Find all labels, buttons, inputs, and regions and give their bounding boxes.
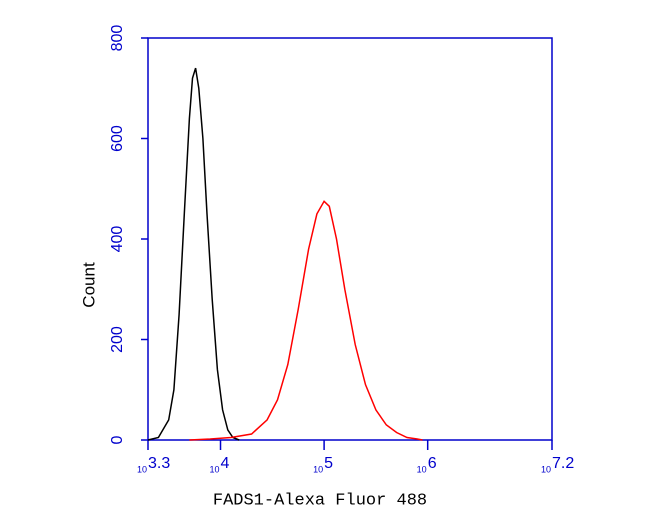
x-axis-label: FADS1-Alexa Fluor 488 xyxy=(213,491,427,510)
x-tick-exponent: 5 xyxy=(324,455,333,472)
x-tick-base: 10 xyxy=(313,464,323,474)
x-tick-exponent: 7.2 xyxy=(552,455,574,472)
x-tick-exponent: 4 xyxy=(221,455,230,472)
x-tick-base: 10 xyxy=(541,464,551,474)
y-tick-label: 600 xyxy=(109,125,126,152)
y-tick-label: 400 xyxy=(109,226,126,253)
y-tick-label: 200 xyxy=(109,326,126,353)
x-tick-base: 10 xyxy=(137,464,147,474)
series-line xyxy=(147,67,240,441)
x-tick-exponent: 3.3 xyxy=(148,455,170,472)
series-line xyxy=(189,200,423,441)
y-tick-label: 800 xyxy=(109,25,126,52)
x-tick-base: 10 xyxy=(209,464,219,474)
y-tick-label: 0 xyxy=(109,435,126,444)
x-tick-exponent: 6 xyxy=(428,455,437,472)
y-axis-label: Count xyxy=(79,262,98,308)
x-tick-base: 10 xyxy=(417,464,427,474)
